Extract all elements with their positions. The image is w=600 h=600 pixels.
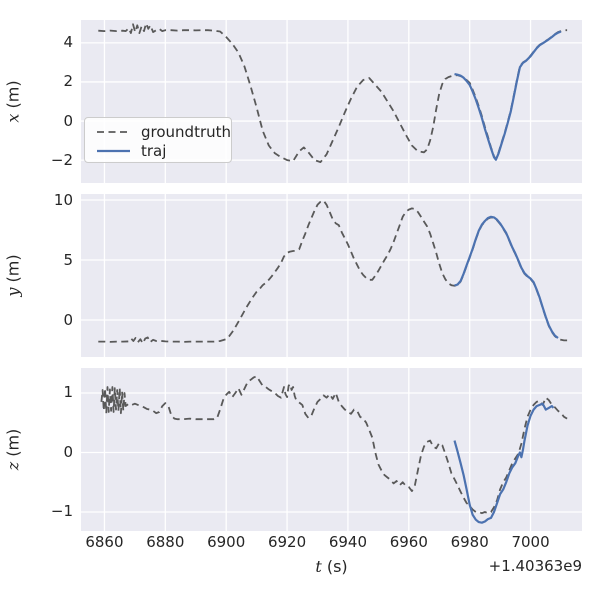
series-groundtruth-line [98,199,568,345]
series-traj-line [454,215,559,339]
y-tick-label: 2 [63,72,73,91]
solid-line-icon [97,149,130,153]
legend-label: traj [141,141,167,160]
subplot-z-background [81,368,582,531]
y-axis-label-var: y [3,287,23,297]
subplot-z [81,368,582,531]
y-tick-label: 0 [63,310,73,329]
x-axis-label-unit: (s) [326,557,348,576]
x-tick-label: 6860 [85,533,124,551]
legend-item-traj: traj [97,142,231,160]
legend-label: groundtruth [141,122,232,141]
y-axis-label-y: y (m) [3,253,23,297]
series-traj-line [453,402,555,524]
x-tick-label: 6980 [450,533,489,551]
x-tick-label: 6900 [207,533,246,551]
x-tick-label: 6880 [146,533,185,551]
y-tick-label: 1 [63,383,73,402]
series-groundtruth-line [100,375,568,515]
legend-item-groundtruth: groundtruth [97,123,231,141]
y-tick-label: −2 [50,150,73,169]
y-tick-label: 4 [63,33,73,52]
x-axis-label: t (s) [81,557,582,576]
subplot-x [81,20,582,183]
y-tick-label: 10 [53,190,73,209]
x-axis-label-var: t [315,557,322,576]
x-tick-label: 7000 [511,533,550,551]
legend: groundtruth traj [84,117,232,163]
y-tick-label: 0 [63,442,73,461]
subplot-y [81,194,582,357]
x-tick-label: 6920 [267,533,307,551]
y-axis-label-x: x (m) [3,79,23,123]
axis-offset-text: +1.40363e9 [488,557,582,575]
y-tick-label: 0 [63,111,73,130]
y-axis-label-var: x [3,113,23,123]
y-axis-label-z: z (m) [3,428,23,470]
dashed-line-icon [97,131,130,133]
y-tick-label: −1 [50,502,73,521]
x-tick-label: 6960 [389,533,428,551]
y-axis-label-var: z [3,461,23,470]
y-tick-label: 5 [63,250,73,269]
x-tick-label: 6940 [328,533,368,551]
series-traj-line [454,30,562,161]
